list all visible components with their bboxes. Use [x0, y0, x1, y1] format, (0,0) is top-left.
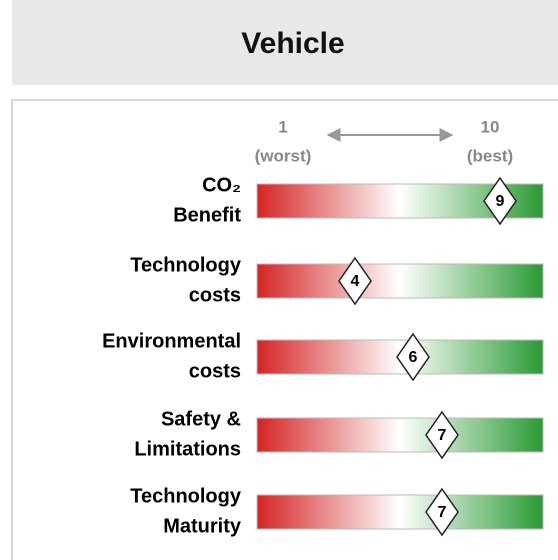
scale-bar — [256, 494, 544, 530]
scale-caption: (worst) — [255, 146, 312, 165]
scale-caption: (best) — [467, 146, 513, 165]
rating-diamond — [483, 176, 517, 226]
rating-diamond — [425, 487, 459, 537]
rating-value: 9 — [496, 193, 505, 210]
rating-value: 4 — [351, 273, 360, 290]
rating-diamond — [425, 410, 459, 460]
category-label: Safety & — [161, 408, 241, 430]
header — [12, 0, 558, 85]
scale-tick-label: 10 — [481, 117, 500, 136]
panel-border — [11, 99, 558, 560]
scale-bar — [256, 417, 544, 453]
category-label: costs — [189, 284, 241, 306]
category-label: Technology — [130, 254, 242, 276]
category-label: CO₂ — [202, 174, 241, 196]
category-label: costs — [189, 360, 241, 382]
rating-diamond — [396, 332, 430, 382]
rating-value: 7 — [438, 427, 447, 444]
category-label: Maturity — [163, 515, 242, 537]
scale-tick-label: 1 — [278, 117, 287, 136]
category-label: Limitations — [134, 438, 241, 460]
rating-diamond — [338, 256, 372, 306]
category-label: Benefit — [173, 204, 241, 226]
rating-value: 7 — [438, 504, 447, 521]
category-label: Environmental — [102, 330, 241, 352]
chart-title: Vehicle — [241, 27, 344, 60]
rating-value: 6 — [409, 349, 418, 366]
category-label: Technology — [130, 485, 242, 507]
scale-bar — [256, 263, 544, 299]
